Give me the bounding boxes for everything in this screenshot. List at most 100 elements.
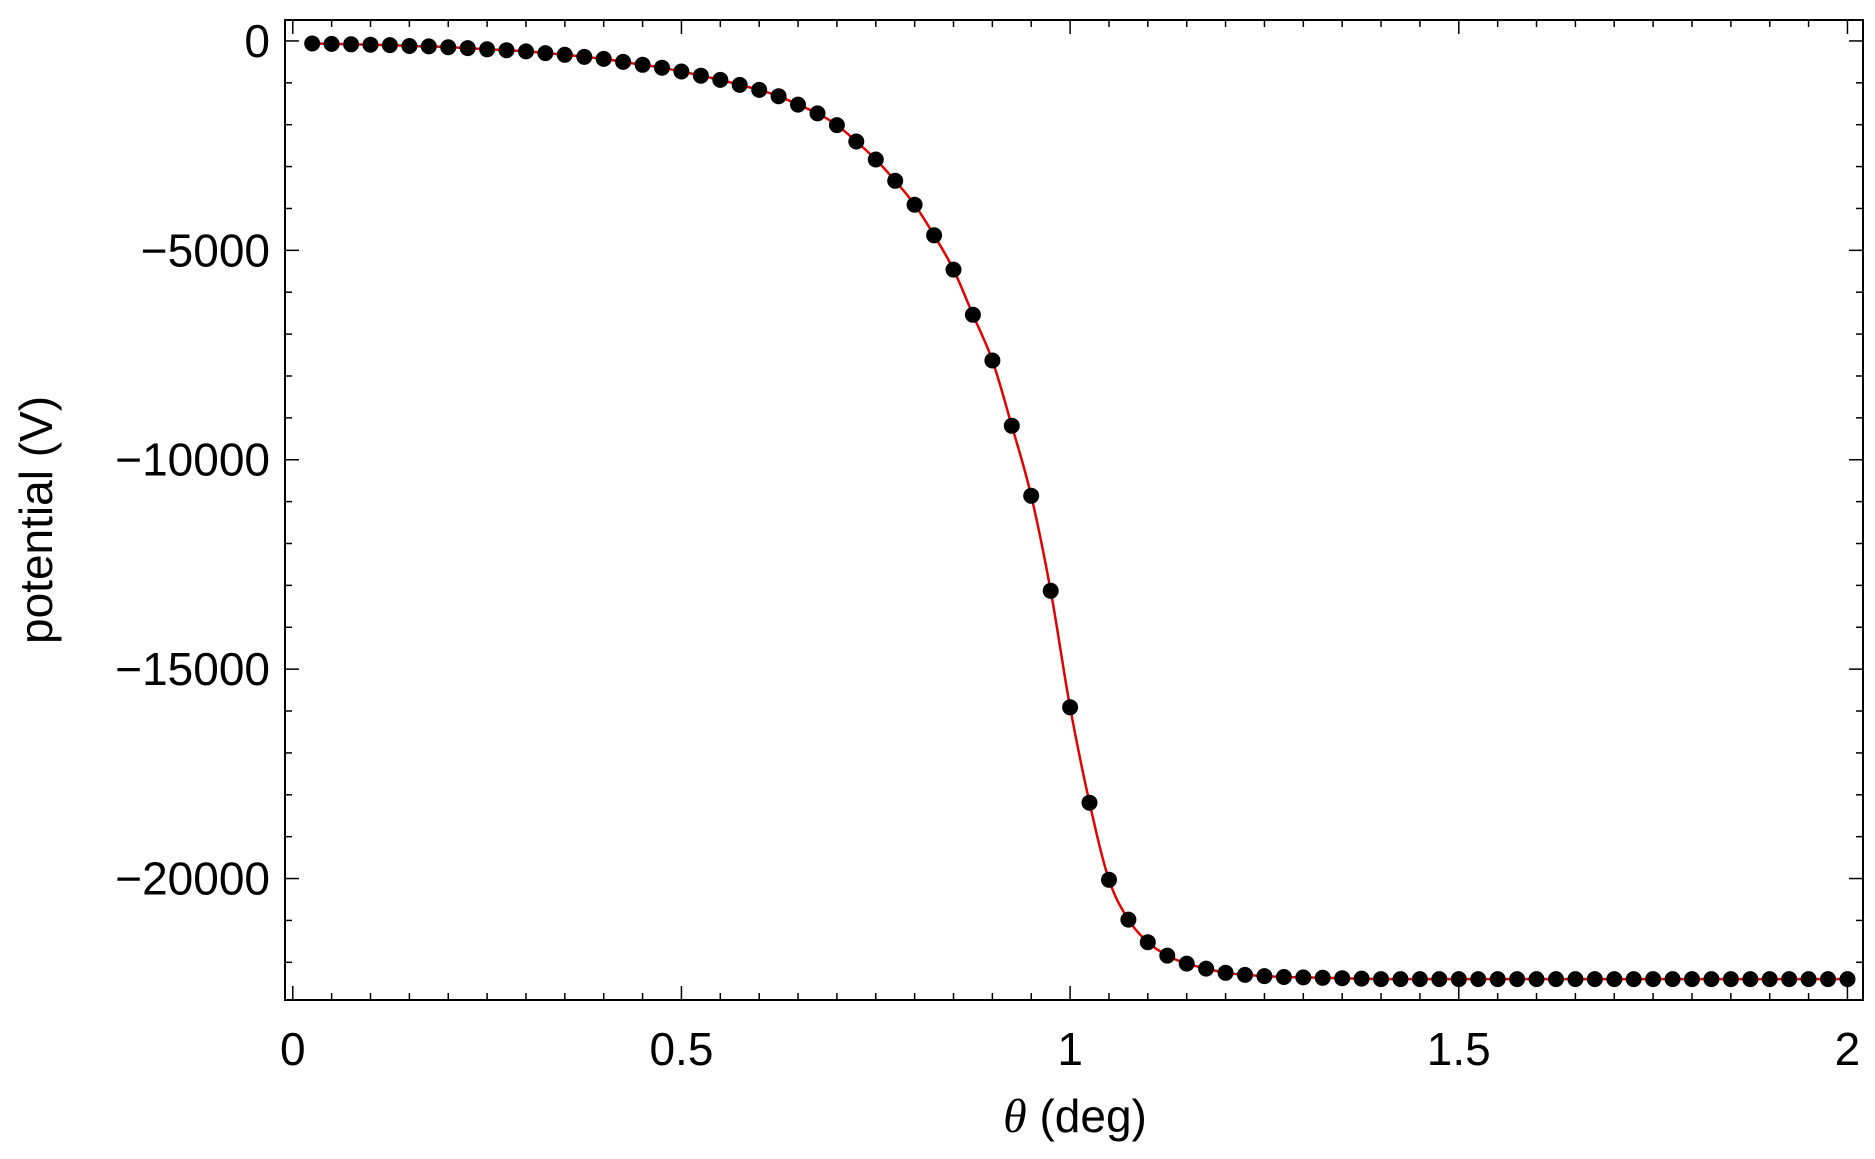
x-tick-label: 0: [280, 1023, 306, 1075]
data-point: [498, 42, 515, 59]
data-point: [1470, 971, 1487, 988]
data-point: [576, 48, 593, 65]
data-point: [1703, 971, 1720, 988]
x-tick-label: 1: [1057, 1023, 1083, 1075]
ticks: [285, 20, 1863, 1000]
data-point: [1625, 971, 1642, 988]
data-point: [1392, 971, 1409, 988]
data-point: [790, 96, 806, 113]
data-point: [1237, 966, 1253, 983]
data-point: [459, 40, 476, 57]
data-point: [1528, 971, 1545, 988]
tick-labels: 0 0.5 1 1.5 2 0 −5000 −10000 −15000 −20000: [115, 15, 1860, 1075]
y-axis-title: potential (V): [10, 396, 62, 644]
x-tick-label: 1.5: [1427, 1023, 1491, 1075]
data-point: [1781, 971, 1798, 988]
data-point: [1159, 947, 1176, 964]
data-points: [304, 35, 1856, 988]
data-point: [867, 151, 884, 168]
data-point: [1586, 971, 1603, 988]
data-point: [1684, 971, 1700, 988]
data-point: [1101, 871, 1117, 888]
data-point: [1722, 971, 1739, 988]
x-axis-symbol: θ: [1003, 1090, 1027, 1143]
data-point: [1761, 971, 1778, 988]
data-point: [1256, 968, 1273, 985]
data-point: [809, 105, 826, 122]
data-point: [712, 71, 729, 88]
data-point: [518, 43, 534, 60]
data-point: [1042, 582, 1059, 599]
data-point: [304, 35, 321, 52]
data-point: [556, 46, 573, 63]
data-point: [1489, 971, 1506, 988]
data-point: [1548, 971, 1564, 988]
data-point: [1664, 971, 1681, 988]
data-point: [1062, 699, 1079, 716]
x-tick-label: 0.5: [649, 1023, 713, 1075]
data-point: [420, 38, 437, 55]
data-point: [615, 53, 632, 70]
data-point: [945, 261, 962, 278]
x-tick-label: 2: [1835, 1023, 1861, 1075]
data-point: [1275, 969, 1292, 985]
y-tick-label: −15000: [115, 643, 270, 695]
data-point: [1567, 971, 1584, 988]
data-point: [751, 81, 768, 98]
plot-frame: [284, 19, 1864, 1001]
data-point: [595, 50, 612, 67]
data-point: [828, 117, 845, 134]
data-point: [323, 35, 340, 52]
data-point: [1198, 960, 1215, 977]
y-tick-label: −10000: [115, 434, 270, 486]
data-point: [926, 227, 943, 244]
data-point: [1003, 417, 1020, 434]
data-point: [731, 76, 748, 93]
data-point: [1334, 970, 1351, 987]
data-point: [984, 352, 1001, 369]
data-point: [1645, 971, 1662, 988]
data-point: [848, 133, 865, 150]
y-tick-label: −5000: [141, 224, 270, 276]
fit-line: [312, 42, 1848, 981]
data-point: [1081, 794, 1098, 811]
data-point: [362, 36, 379, 53]
data-point: [1120, 911, 1137, 928]
data-point: [1820, 971, 1836, 988]
data-point: [692, 67, 709, 84]
data-point: [479, 41, 496, 58]
data-point: [1373, 971, 1389, 988]
y-tick-label: 0: [244, 15, 270, 67]
data-point: [1178, 955, 1195, 972]
data-point: [964, 306, 981, 323]
data-point: [1139, 934, 1156, 951]
data-point: [440, 39, 457, 56]
data-point: [906, 196, 923, 213]
data-point: [1314, 969, 1331, 986]
data-point: [1742, 971, 1759, 988]
data-point: [1295, 969, 1312, 986]
data-point: [1431, 971, 1448, 988]
data-point: [1353, 970, 1370, 987]
data-point: [1800, 971, 1817, 988]
data-point: [654, 59, 670, 76]
data-point: [770, 88, 787, 105]
data-point: [634, 56, 651, 73]
x-axis-title: θ (deg): [1003, 1090, 1147, 1143]
data-point: [1023, 487, 1040, 504]
data-point: [1217, 964, 1234, 981]
data-point: [673, 63, 690, 80]
data-point: [1839, 971, 1856, 988]
data-point: [537, 45, 554, 62]
x-axis-unit: (deg): [1027, 1090, 1147, 1142]
data-point: [1509, 971, 1526, 988]
data-point: [1411, 971, 1428, 988]
data-point: [887, 172, 904, 189]
y-tick-label: −20000: [115, 853, 270, 905]
data-point: [1606, 971, 1623, 988]
data-point: [381, 37, 398, 54]
data-point: [401, 38, 418, 54]
data-point: [343, 36, 360, 53]
data-point: [1450, 971, 1467, 988]
